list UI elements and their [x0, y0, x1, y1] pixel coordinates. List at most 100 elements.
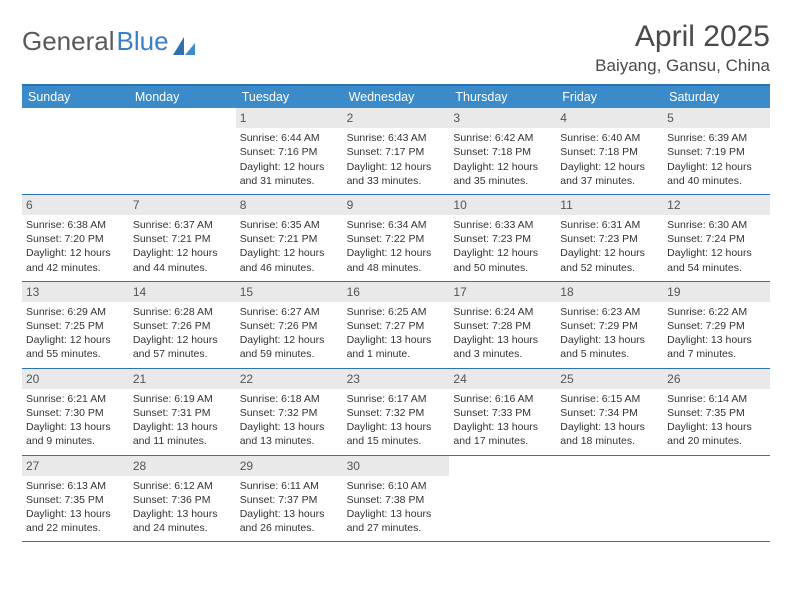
day-number: 28: [129, 456, 236, 476]
dow-cell: Friday: [556, 86, 663, 108]
sunrise-line: Sunrise: 6:10 AM: [347, 479, 446, 493]
day-number: 2: [343, 108, 450, 128]
sunrise-line: Sunrise: 6:33 AM: [453, 218, 552, 232]
logo-sail-icon: [173, 31, 195, 49]
day-number: 22: [236, 369, 343, 389]
sunset-line: Sunset: 7:22 PM: [347, 232, 446, 246]
sunset-line: Sunset: 7:29 PM: [560, 319, 659, 333]
daylight-line: Daylight: 12 hours and 44 minutes.: [133, 246, 232, 274]
week-row: 20Sunrise: 6:21 AMSunset: 7:30 PMDayligh…: [22, 369, 770, 456]
daylight-line: Daylight: 12 hours and 40 minutes.: [667, 160, 766, 188]
day-cell: 2Sunrise: 6:43 AMSunset: 7:17 PMDaylight…: [343, 108, 450, 194]
sunset-line: Sunset: 7:38 PM: [347, 493, 446, 507]
sunset-line: Sunset: 7:18 PM: [560, 145, 659, 159]
day-number: 1: [236, 108, 343, 128]
day-cell: [449, 456, 556, 542]
day-cell: 4Sunrise: 6:40 AMSunset: 7:18 PMDaylight…: [556, 108, 663, 194]
day-cell: 21Sunrise: 6:19 AMSunset: 7:31 PMDayligh…: [129, 369, 236, 455]
sunrise-line: Sunrise: 6:37 AM: [133, 218, 232, 232]
sunrise-line: Sunrise: 6:30 AM: [667, 218, 766, 232]
dow-cell: Wednesday: [343, 86, 450, 108]
day-number: 9: [343, 195, 450, 215]
daylight-line: Daylight: 13 hours and 13 minutes.: [240, 420, 339, 448]
sunrise-line: Sunrise: 6:16 AM: [453, 392, 552, 406]
day-number: 25: [556, 369, 663, 389]
sunset-line: Sunset: 7:23 PM: [560, 232, 659, 246]
day-cell: 7 Sunrise: 6:37 AMSunset: 7:21 PMDaylight…: [129, 195, 236, 281]
sunset-line: Sunset: 7:29 PM: [667, 319, 766, 333]
daylight-line: Daylight: 12 hours and 48 minutes.: [347, 246, 446, 274]
daylight-line: Daylight: 12 hours and 37 minutes.: [560, 160, 659, 188]
daylight-line: Daylight: 13 hours and 7 minutes.: [667, 333, 766, 361]
day-cell: 11Sunrise: 6:31 AMSunset: 7:23 PMDayligh…: [556, 195, 663, 281]
dow-cell: Tuesday: [236, 86, 343, 108]
daylight-line: Daylight: 13 hours and 22 minutes.: [26, 507, 125, 535]
day-number: 4: [556, 108, 663, 128]
day-cell: 15Sunrise: 6:27 AMSunset: 7:26 PMDayligh…: [236, 282, 343, 368]
dow-cell: Thursday: [449, 86, 556, 108]
title-block: April 2025 Baiyang, Gansu, China: [595, 20, 770, 76]
day-cell: 25Sunrise: 6:15 AMSunset: 7:34 PMDayligh…: [556, 369, 663, 455]
sunset-line: Sunset: 7:25 PM: [26, 319, 125, 333]
day-number: 3: [449, 108, 556, 128]
sunset-line: Sunset: 7:26 PM: [240, 319, 339, 333]
day-cell: 6Sunrise: 6:38 AMSunset: 7:20 PMDaylight…: [22, 195, 129, 281]
day-number: 7: [129, 195, 236, 215]
daylight-line: Daylight: 13 hours and 9 minutes.: [26, 420, 125, 448]
daylight-line: Daylight: 13 hours and 11 minutes.: [133, 420, 232, 448]
week-row: 6Sunrise: 6:38 AMSunset: 7:20 PMDaylight…: [22, 195, 770, 282]
dow-cell: Saturday: [663, 86, 770, 108]
day-number: 19: [663, 282, 770, 302]
sunrise-line: Sunrise: 6:24 AM: [453, 305, 552, 319]
daylight-line: Daylight: 12 hours and 52 minutes.: [560, 246, 659, 274]
daylight-line: Daylight: 12 hours and 31 minutes.: [240, 160, 339, 188]
day-cell: [129, 108, 236, 194]
day-number: 14: [129, 282, 236, 302]
week-row: 27Sunrise: 6:13 AMSunset: 7:35 PMDayligh…: [22, 456, 770, 543]
day-cell: 9Sunrise: 6:34 AMSunset: 7:22 PMDaylight…: [343, 195, 450, 281]
daylight-line: Daylight: 13 hours and 1 minute.: [347, 333, 446, 361]
daylight-line: Daylight: 12 hours and 50 minutes.: [453, 246, 552, 274]
sunrise-line: Sunrise: 6:14 AM: [667, 392, 766, 406]
sunset-line: Sunset: 7:21 PM: [133, 232, 232, 246]
sunset-line: Sunset: 7:32 PM: [240, 406, 339, 420]
daylight-line: Daylight: 13 hours and 18 minutes.: [560, 420, 659, 448]
day-cell: 5Sunrise: 6:39 AMSunset: 7:19 PMDaylight…: [663, 108, 770, 194]
day-number: 27: [22, 456, 129, 476]
daylight-line: Daylight: 13 hours and 20 minutes.: [667, 420, 766, 448]
header: GeneralBlue April 2025 Baiyang, Gansu, C…: [22, 20, 770, 76]
sunset-line: Sunset: 7:31 PM: [133, 406, 232, 420]
sunrise-line: Sunrise: 6:43 AM: [347, 131, 446, 145]
daylight-line: Daylight: 13 hours and 15 minutes.: [347, 420, 446, 448]
sunset-line: Sunset: 7:18 PM: [453, 145, 552, 159]
daylight-line: Daylight: 13 hours and 5 minutes.: [560, 333, 659, 361]
location: Baiyang, Gansu, China: [595, 56, 770, 76]
day-number: 21: [129, 369, 236, 389]
day-cell: 16Sunrise: 6:25 AMSunset: 7:27 PMDayligh…: [343, 282, 450, 368]
sunrise-line: Sunrise: 6:31 AM: [560, 218, 659, 232]
day-cell: 12Sunrise: 6:30 AMSunset: 7:24 PMDayligh…: [663, 195, 770, 281]
day-number: 10: [449, 195, 556, 215]
day-cell: 18Sunrise: 6:23 AMSunset: 7:29 PMDayligh…: [556, 282, 663, 368]
day-cell: 24Sunrise: 6:16 AMSunset: 7:33 PMDayligh…: [449, 369, 556, 455]
sunrise-line: Sunrise: 6:39 AM: [667, 131, 766, 145]
sunrise-line: Sunrise: 6:13 AM: [26, 479, 125, 493]
sunset-line: Sunset: 7:17 PM: [347, 145, 446, 159]
sunset-line: Sunset: 7:36 PM: [133, 493, 232, 507]
day-cell: 27Sunrise: 6:13 AMSunset: 7:35 PMDayligh…: [22, 456, 129, 542]
day-number: 18: [556, 282, 663, 302]
logo: GeneralBlue: [22, 26, 195, 57]
sunrise-line: Sunrise: 6:29 AM: [26, 305, 125, 319]
sunrise-line: Sunrise: 6:22 AM: [667, 305, 766, 319]
sunset-line: Sunset: 7:20 PM: [26, 232, 125, 246]
daylight-line: Daylight: 13 hours and 26 minutes.: [240, 507, 339, 535]
daylight-line: Daylight: 13 hours and 17 minutes.: [453, 420, 552, 448]
day-cell: 19 Sunrise: 6:22 AMSunset: 7:29 PMDayligh…: [663, 282, 770, 368]
daylight-line: Daylight: 12 hours and 54 minutes.: [667, 246, 766, 274]
sunrise-line: Sunrise: 6:25 AM: [347, 305, 446, 319]
daylight-line: Daylight: 12 hours and 57 minutes.: [133, 333, 232, 361]
logo-text-blue: Blue: [117, 26, 169, 57]
day-number: 16: [343, 282, 450, 302]
day-number: 17: [449, 282, 556, 302]
day-cell: 8Sunrise: 6:35 AMSunset: 7:21 PMDaylight…: [236, 195, 343, 281]
